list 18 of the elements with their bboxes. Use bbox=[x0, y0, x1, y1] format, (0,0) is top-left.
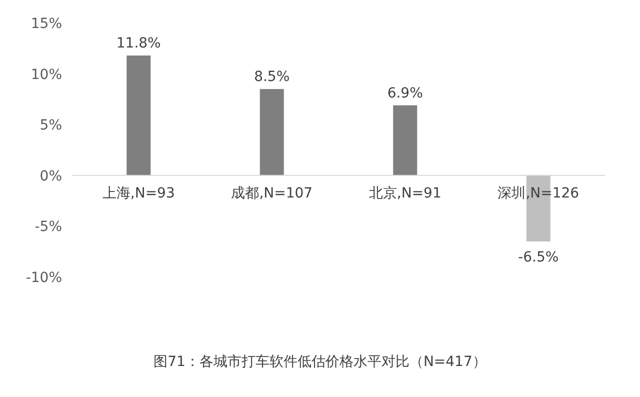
data-label: 6.9% bbox=[387, 85, 423, 102]
bar bbox=[126, 56, 151, 176]
bar bbox=[393, 105, 418, 176]
x-tick-label: 深圳,N=126 bbox=[498, 185, 580, 202]
text: 图71：各城市打车软件低估价格水平对比（N=417） bbox=[154, 354, 486, 370]
data-label: 11.8% bbox=[116, 36, 161, 52]
y-tick-label: 10% bbox=[30, 66, 62, 83]
data-label: -6.5% bbox=[518, 249, 559, 266]
y-tick-label: -10% bbox=[26, 270, 62, 286]
y-tick-label: -5% bbox=[34, 219, 62, 236]
x-tick-label: 成都,N=107 bbox=[231, 185, 313, 202]
x-tick-label: 北京,N=91 bbox=[368, 185, 442, 202]
bar bbox=[260, 89, 284, 176]
y-tick-label: 15% bbox=[30, 16, 62, 32]
y-tick-label: 5% bbox=[40, 118, 62, 134]
y-tick-label: 0% bbox=[40, 168, 62, 184]
x-tick-label: 上海,N=93 bbox=[102, 185, 175, 202]
data-label: 8.5% bbox=[254, 69, 290, 86]
